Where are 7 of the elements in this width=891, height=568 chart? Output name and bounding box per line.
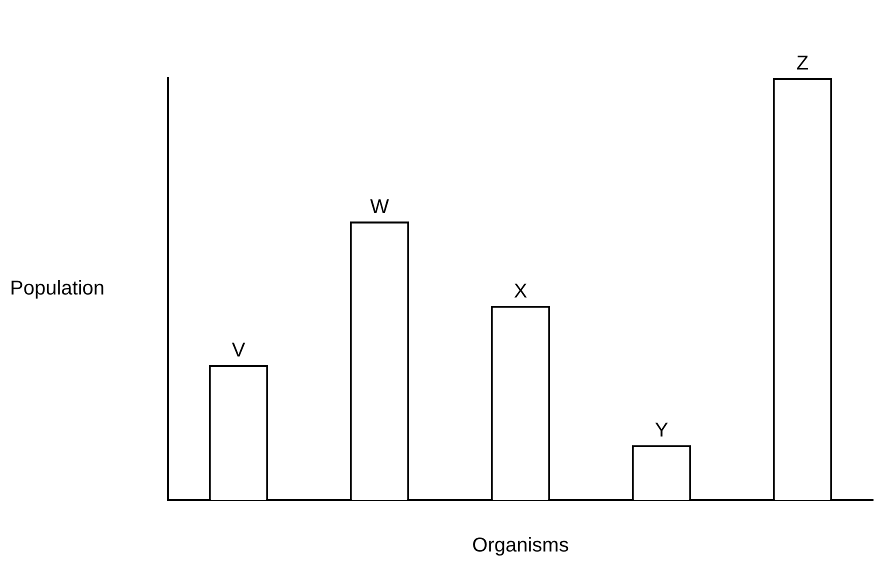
x-axis-title: Organisms xyxy=(472,534,569,557)
x-tick-label: V xyxy=(232,339,246,362)
x-tick-label: W xyxy=(370,196,390,218)
y-axis-title: Population xyxy=(10,278,105,300)
x-tick-label: Z xyxy=(796,52,809,75)
x-tick-label: X xyxy=(514,280,528,302)
x-tick-label: Y xyxy=(654,420,668,442)
